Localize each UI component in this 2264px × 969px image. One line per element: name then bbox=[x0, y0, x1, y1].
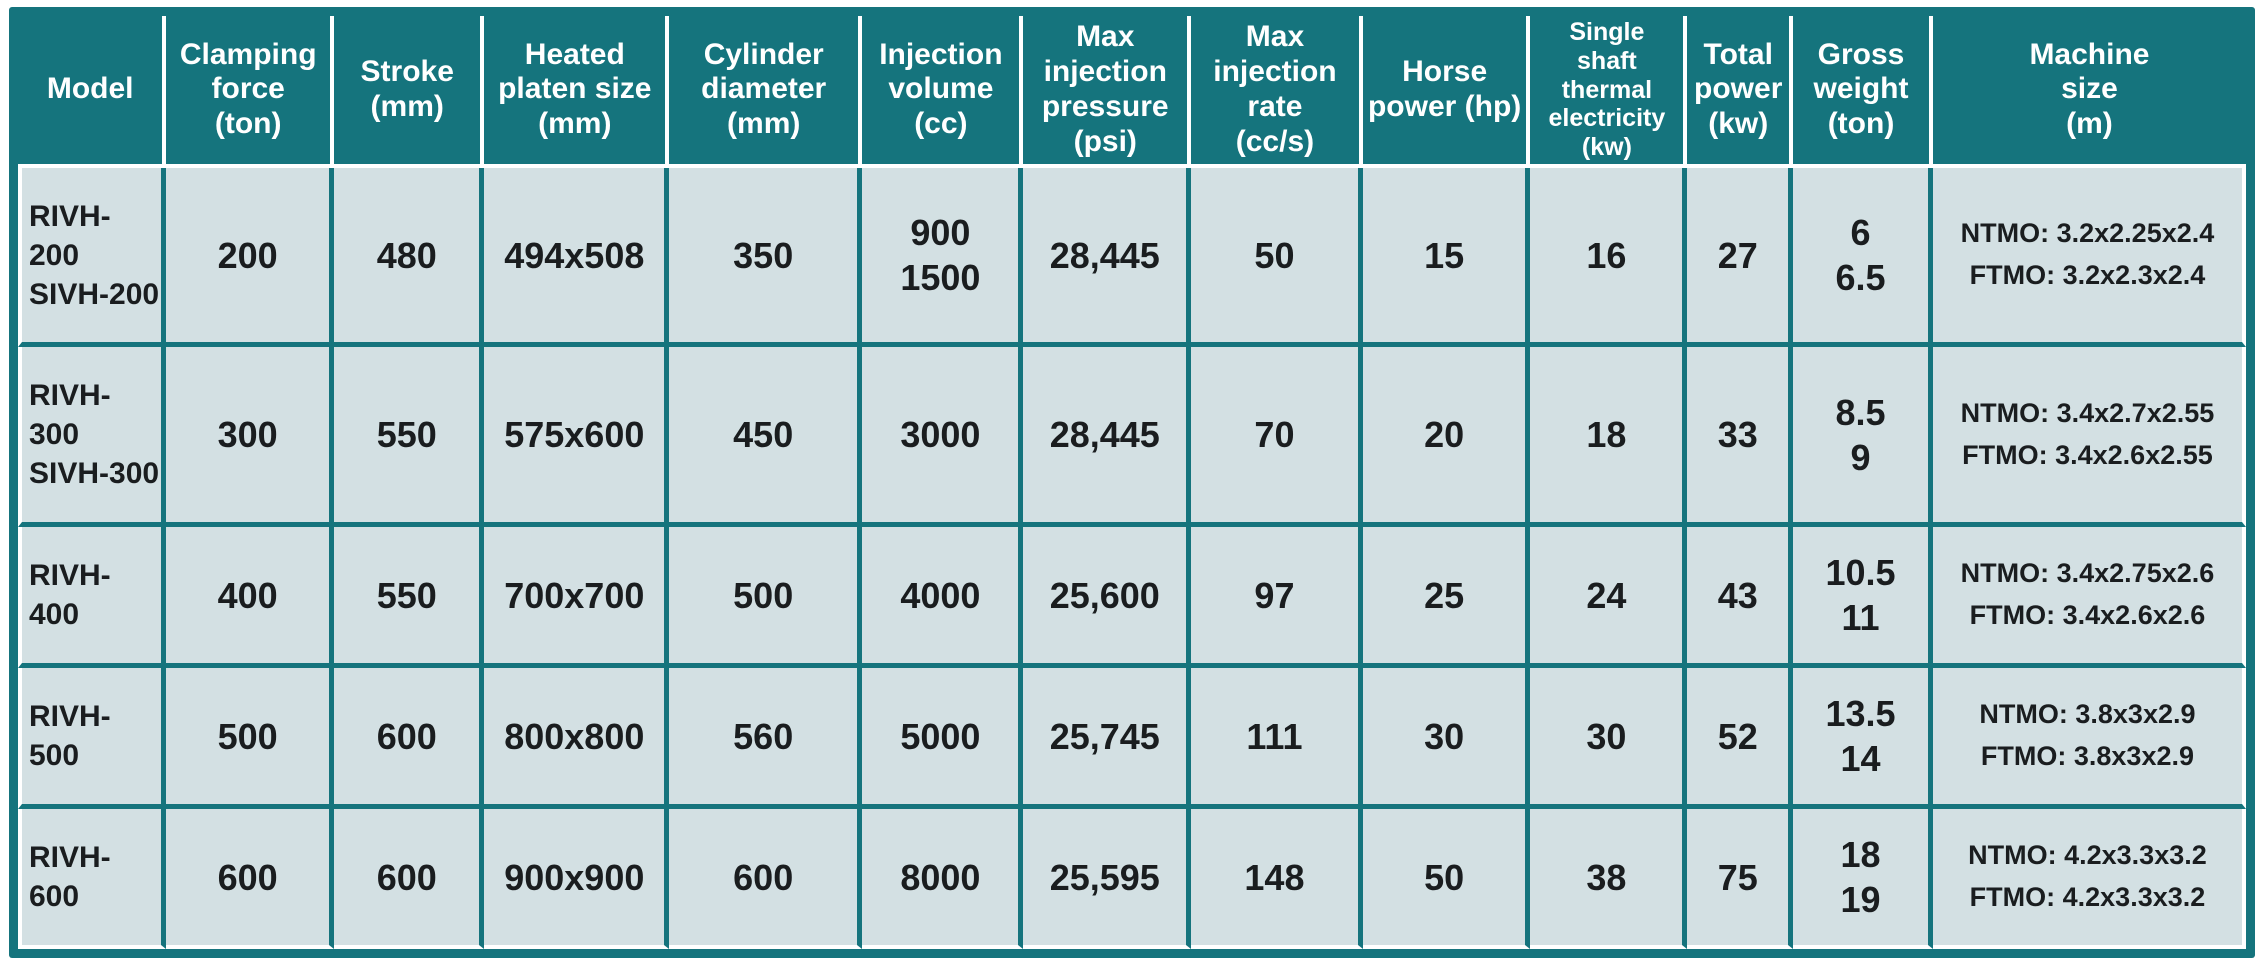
cell-clamping_force: 600 bbox=[166, 809, 334, 949]
column-header-horse_power: Horse power (hp) bbox=[1362, 16, 1531, 168]
cell-heated_platen_size: 900x900 bbox=[484, 809, 670, 949]
cell-max_injection_pressure: 28,445 bbox=[1023, 347, 1192, 527]
cell-horse_power: 30 bbox=[1362, 668, 1531, 810]
model-cell: RIVH-300 SIVH-300 bbox=[18, 347, 167, 527]
table-row: RIVH-600 600 600 900x900 600 8000 25,595 148 50 3… bbox=[18, 809, 2246, 949]
cell-heated_platen_size: 800x800 bbox=[484, 668, 670, 810]
cell-max_injection_rate: 111 bbox=[1191, 668, 1363, 810]
cell-single_shaft_thermal_electricity: 18 bbox=[1530, 347, 1688, 527]
cell-horse_power: 20 bbox=[1362, 347, 1531, 527]
model-cell: RIVH-600 bbox=[18, 809, 167, 949]
model-cell: RIVH-500 bbox=[18, 668, 167, 810]
column-header-stroke: Stroke (mm) bbox=[333, 16, 485, 168]
cell-max_injection_rate: 148 bbox=[1191, 809, 1363, 949]
cell-max_injection_rate: 50 bbox=[1191, 167, 1363, 348]
cell-clamping_force: 300 bbox=[166, 347, 334, 527]
column-header-heated_platen_size: Heated platen size (mm) bbox=[484, 16, 670, 168]
cell-machine_size: NTMO: 4.2x3.3x3.2 FTMO: 4.2x3.3x3.2 bbox=[1932, 809, 2246, 949]
cell-max_injection_pressure: 28,445 bbox=[1023, 167, 1192, 348]
cell-injection_volume: 900 1500 bbox=[862, 167, 1024, 348]
column-header-single_shaft_thermal_electricity: Single shaft thermal electricity (kw) bbox=[1530, 16, 1688, 168]
cell-gross_weight: 6 6.5 bbox=[1793, 167, 1933, 348]
cell-injection_volume: 3000 bbox=[862, 347, 1024, 527]
cell-machine_size: NTMO: 3.4x2.75x2.6 FTMO: 3.4x2.6x2.6 bbox=[1932, 527, 2246, 669]
cell-clamping_force: 400 bbox=[166, 527, 334, 669]
cell-clamping_force: 200 bbox=[166, 167, 334, 348]
table-row: RIVH-300 SIVH-300 300 550 575x600 450 3000 28,… bbox=[18, 347, 2246, 527]
cell-max_injection_pressure: 25,595 bbox=[1023, 809, 1192, 949]
model-cell: RIVH-400 bbox=[18, 527, 167, 669]
spec-table-frame: Model Clamping force (ton) Stroke (mm) Heat… bbox=[9, 7, 2255, 958]
cell-heated_platen_size: 494x508 bbox=[484, 167, 670, 348]
column-header-cylinder_diameter: Cylinder diameter (mm) bbox=[669, 16, 863, 168]
cell-cylinder_diameter: 350 bbox=[669, 167, 863, 348]
cell-heated_platen_size: 575x600 bbox=[484, 347, 670, 527]
cell-total_power: 33 bbox=[1687, 347, 1794, 527]
table-header: Model Clamping force (ton) Stroke (mm) Heat… bbox=[18, 16, 2246, 168]
cell-injection_volume: 5000 bbox=[862, 668, 1024, 810]
column-header-model: Model bbox=[18, 16, 167, 168]
column-header-clamping_force: Clamping force (ton) bbox=[166, 16, 334, 168]
cell-machine_size: NTMO: 3.8x3x2.9 FTMO: 3.8x3x2.9 bbox=[1932, 668, 2246, 810]
cell-heated_platen_size: 700x700 bbox=[484, 527, 670, 669]
cell-gross_weight: 18 19 bbox=[1793, 809, 1933, 949]
cell-stroke: 480 bbox=[333, 167, 485, 348]
table-row: RIVH-200 SIVH-200 200 480 494x508 350 900 150… bbox=[18, 167, 2246, 348]
cell-stroke: 550 bbox=[333, 347, 485, 527]
model-cell: RIVH-200 SIVH-200 bbox=[18, 167, 167, 348]
cell-gross_weight: 8.5 9 bbox=[1793, 347, 1933, 527]
cell-gross_weight: 10.5 11 bbox=[1793, 527, 1933, 669]
cell-injection_volume: 4000 bbox=[862, 527, 1024, 669]
cell-total_power: 27 bbox=[1687, 167, 1794, 348]
column-header-max_injection_rate: Max injection rate (cc/s) bbox=[1191, 16, 1363, 168]
cell-max_injection_pressure: 25,745 bbox=[1023, 668, 1192, 810]
column-header-max_injection_pressure: Max injection pressure (psi) bbox=[1023, 16, 1192, 168]
column-header-machine_size: Machine size (m) bbox=[1932, 16, 2246, 168]
cell-single_shaft_thermal_electricity: 16 bbox=[1530, 167, 1688, 348]
table-body: RIVH-200 SIVH-200 200 480 494x508 350 900 150… bbox=[18, 167, 2246, 949]
table-row: RIVH-500 500 600 800x800 560 5000 25,745 111 30 3… bbox=[18, 668, 2246, 810]
cell-total_power: 75 bbox=[1687, 809, 1794, 949]
cell-max_injection_rate: 70 bbox=[1191, 347, 1363, 527]
cell-stroke: 600 bbox=[333, 668, 485, 810]
machine-spec-table: Model Clamping force (ton) Stroke (mm) Heat… bbox=[18, 16, 2246, 949]
cell-single_shaft_thermal_electricity: 38 bbox=[1530, 809, 1688, 949]
cell-clamping_force: 500 bbox=[166, 668, 334, 810]
cell-cylinder_diameter: 560 bbox=[669, 668, 863, 810]
cell-gross_weight: 13.5 14 bbox=[1793, 668, 1933, 810]
cell-machine_size: NTMO: 3.2x2.25x2.4 FTMO: 3.2x2.3x2.4 bbox=[1932, 167, 2246, 348]
cell-max_injection_pressure: 25,600 bbox=[1023, 527, 1192, 669]
header-row: Model Clamping force (ton) Stroke (mm) Heat… bbox=[18, 16, 2246, 168]
cell-cylinder_diameter: 600 bbox=[669, 809, 863, 949]
cell-max_injection_rate: 97 bbox=[1191, 527, 1363, 669]
table-row: RIVH-400 400 550 700x700 500 4000 25,600 97 25 24… bbox=[18, 527, 2246, 669]
cell-horse_power: 15 bbox=[1362, 167, 1531, 348]
cell-cylinder_diameter: 500 bbox=[669, 527, 863, 669]
cell-cylinder_diameter: 450 bbox=[669, 347, 863, 527]
column-header-total_power: Total power (kw) bbox=[1687, 16, 1794, 168]
cell-single_shaft_thermal_electricity: 30 bbox=[1530, 668, 1688, 810]
cell-total_power: 43 bbox=[1687, 527, 1794, 669]
cell-machine_size: NTMO: 3.4x2.7x2.55 FTMO: 3.4x2.6x2.55 bbox=[1932, 347, 2246, 527]
cell-injection_volume: 8000 bbox=[862, 809, 1024, 949]
column-header-gross_weight: Gross weight (ton) bbox=[1793, 16, 1933, 168]
cell-total_power: 52 bbox=[1687, 668, 1794, 810]
column-header-injection_volume: Injection volume (cc) bbox=[862, 16, 1024, 168]
cell-stroke: 550 bbox=[333, 527, 485, 669]
cell-single_shaft_thermal_electricity: 24 bbox=[1530, 527, 1688, 669]
cell-horse_power: 50 bbox=[1362, 809, 1531, 949]
cell-horse_power: 25 bbox=[1362, 527, 1531, 669]
cell-stroke: 600 bbox=[333, 809, 485, 949]
